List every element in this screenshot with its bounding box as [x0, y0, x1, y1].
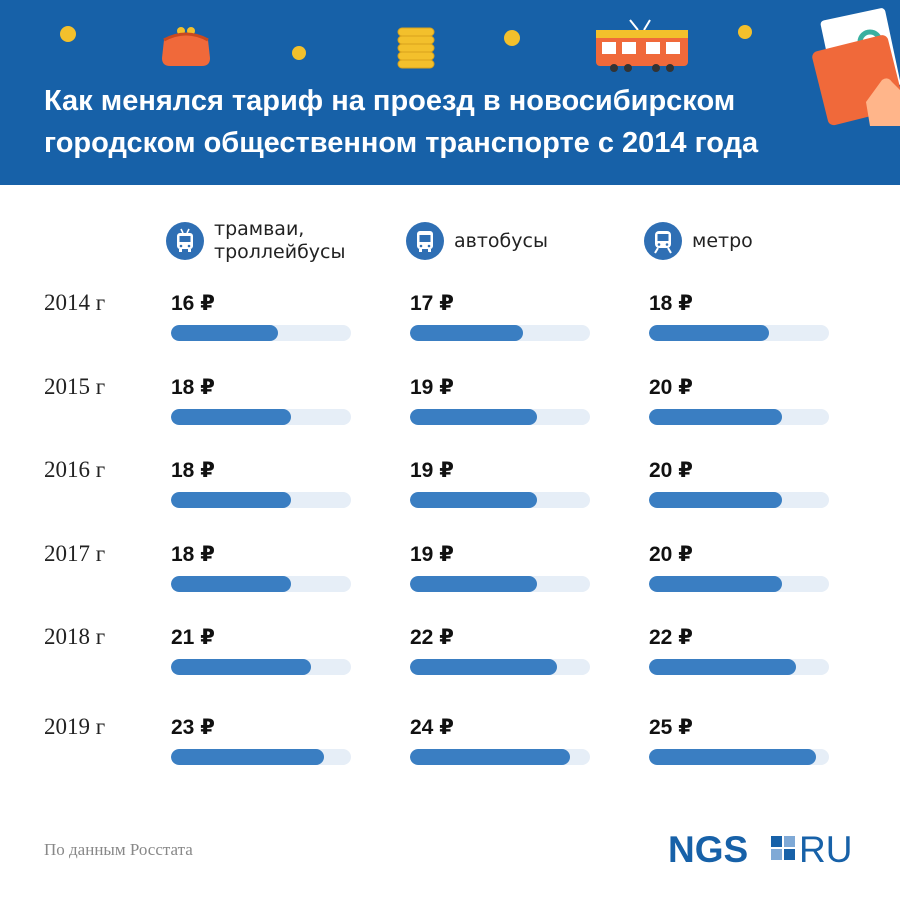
purse-icon — [162, 27, 210, 66]
fare-bar — [649, 659, 796, 675]
fare-value-label: 22 ₽ — [410, 626, 454, 649]
fare-bar — [410, 576, 537, 592]
logo-right-text: RU — [799, 829, 852, 870]
fare-bar — [649, 409, 782, 425]
fare-value-label: 22 ₽ — [649, 626, 693, 649]
bar-track — [649, 659, 829, 675]
fare-bar — [171, 576, 291, 592]
bar-track — [410, 749, 590, 765]
year-label: 2015 г — [44, 374, 106, 399]
bar-track — [649, 749, 829, 765]
fare-value-label: 19 ₽ — [410, 459, 454, 482]
bar-track — [649, 325, 829, 341]
fare-bar — [410, 492, 537, 508]
fare-bar — [649, 325, 769, 341]
title-line-1: Как менялся тариф на проезд в новосибирс… — [44, 85, 736, 117]
year-label: 2019 г — [44, 714, 106, 739]
bar-track — [410, 409, 590, 425]
coin-icon — [292, 46, 306, 60]
fare-value-label: 18 ₽ — [171, 459, 215, 482]
bar-track — [649, 576, 829, 592]
coin-icon — [738, 25, 752, 39]
year-label: 2016 г — [44, 457, 106, 482]
fare-value-label: 21 ₽ — [171, 626, 215, 649]
tram-icon — [596, 19, 688, 72]
logo-left-text: NGS — [668, 829, 748, 870]
bar-track — [410, 576, 590, 592]
fare-value-label: 16 ₽ — [171, 292, 215, 315]
coin-icon — [504, 30, 520, 46]
fare-value-label: 20 ₽ — [649, 543, 693, 566]
bar-track — [171, 409, 351, 425]
fare-value-label: 23 ₽ — [171, 716, 215, 739]
fare-bar — [410, 659, 557, 675]
bar-track — [171, 749, 351, 765]
wallet-icon — [812, 8, 900, 126]
metro-icon — [644, 222, 682, 260]
fare-value-label: 18 ₽ — [171, 543, 215, 566]
fare-value-label: 24 ₽ — [410, 716, 454, 739]
bar-track — [171, 325, 351, 341]
fare-bar — [171, 409, 291, 425]
column-label: трамваи, троллейбусы — [214, 218, 346, 263]
fare-value-label: 18 ₽ — [171, 376, 215, 399]
fare-bar — [410, 325, 523, 341]
bar-track — [649, 409, 829, 425]
bar-track — [649, 492, 829, 508]
fare-value-label: 17 ₽ — [410, 292, 454, 315]
fare-value-label: 25 ₽ — [649, 716, 693, 739]
fare-bar — [410, 749, 570, 765]
year-label: 2017 г — [44, 541, 106, 566]
fare-value-label: 18 ₽ — [649, 292, 693, 315]
year-label: 2018 г — [44, 624, 106, 649]
column-label: автобусы — [454, 230, 548, 252]
year-label: 2014 г — [44, 290, 106, 315]
column-label: метро — [692, 230, 753, 252]
title-line-2: городском общественном транспорте с 2014… — [44, 127, 759, 159]
fare-bar — [649, 492, 782, 508]
ngs-logo: NGS RU — [668, 829, 852, 870]
header-banner: Как менялся тариф на проезд в новосибирс… — [0, 0, 900, 185]
fare-bar — [649, 749, 816, 765]
bar-track — [171, 659, 351, 675]
fare-bar — [171, 749, 324, 765]
fare-bar — [171, 659, 311, 675]
bar-track — [410, 325, 590, 341]
coins-icon — [397, 27, 435, 69]
fare-value-label: 19 ₽ — [410, 376, 454, 399]
bar-track — [171, 576, 351, 592]
page-title: Как менялся тариф на проезд в новосибирс… — [44, 80, 844, 164]
fare-bar — [410, 409, 537, 425]
fare-value-label: 20 ₽ — [649, 459, 693, 482]
fare-value-label: 20 ₽ — [649, 376, 693, 399]
bar-track — [410, 659, 590, 675]
source-note: По данным Росстата — [44, 840, 193, 859]
trolleybus-icon — [166, 222, 204, 260]
fare-bar — [171, 492, 291, 508]
coin-icon — [60, 26, 76, 42]
bar-track — [171, 492, 351, 508]
fare-value-label: 19 ₽ — [410, 543, 454, 566]
bus-icon — [406, 222, 444, 260]
bar-track — [410, 492, 590, 508]
fare-bar — [171, 325, 278, 341]
fare-bar — [649, 576, 782, 592]
